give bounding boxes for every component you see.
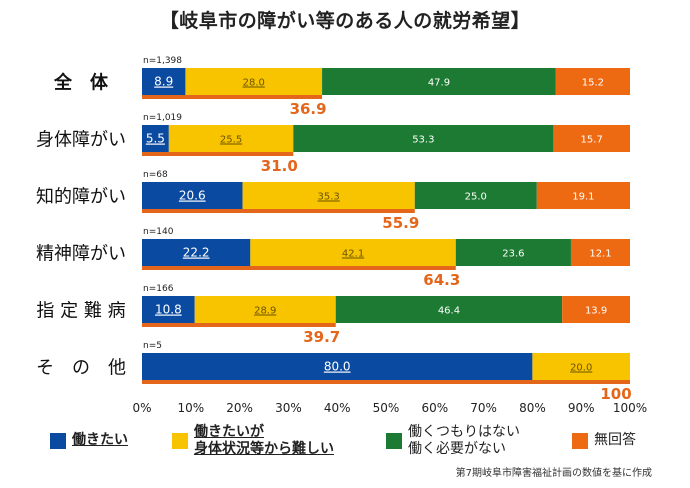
stacked-bar-chart: n=1,398 全 体 8.9 28.0 47.9 15.2 36.9 n=1,019 身体障が… bbox=[36, 56, 647, 415]
row-n-label: n=5 bbox=[143, 341, 162, 351]
bar-segment bbox=[250, 239, 456, 266]
sum-underline-bar bbox=[142, 209, 415, 213]
row-category-label: 精神障がい bbox=[36, 244, 126, 265]
sum-highlight-label: 36.9 bbox=[290, 100, 327, 118]
legend-item-not-intend: 働くつもりはない 働く必要がない bbox=[386, 424, 520, 458]
bar-segment bbox=[185, 68, 323, 95]
bar-segment bbox=[142, 239, 251, 266]
data-label: 22.2 bbox=[183, 246, 210, 260]
data-label: 15.2 bbox=[582, 78, 604, 89]
data-label: 20.0 bbox=[570, 363, 592, 374]
data-label: 15.7 bbox=[581, 135, 603, 146]
row-category-label: 全 体 bbox=[53, 72, 109, 94]
bar-segment bbox=[142, 353, 533, 380]
x-tick-label: 70% bbox=[470, 401, 497, 415]
row-n-label: n=166 bbox=[143, 284, 174, 294]
bar-segment bbox=[168, 125, 294, 152]
bar-segment bbox=[553, 125, 630, 152]
bar-segment bbox=[562, 296, 630, 323]
legend-item-want-to-work: 働きたい bbox=[50, 432, 128, 449]
data-label: 28.0 bbox=[243, 78, 265, 89]
data-label: 23.6 bbox=[502, 249, 524, 260]
legend-label-want-but-difficult-line2: 身体状況等から難しい bbox=[194, 441, 334, 457]
bar-segment bbox=[532, 353, 630, 380]
bar-segment bbox=[142, 296, 195, 323]
bar-segment bbox=[414, 182, 537, 209]
row-n-label: n=1,019 bbox=[143, 113, 182, 123]
legend-swatch-not-intend bbox=[386, 433, 402, 449]
legend-item-no-answer: 無回答 bbox=[572, 432, 636, 449]
legend-swatch-want-to-work bbox=[50, 432, 66, 449]
x-tick-label: 40% bbox=[324, 401, 351, 415]
sum-highlight-label: 55.9 bbox=[382, 214, 419, 232]
row-category-label: 指 定 難 病 bbox=[36, 301, 125, 322]
x-tick-label: 20% bbox=[226, 401, 253, 415]
x-tick-label: 10% bbox=[177, 401, 204, 415]
legend-swatch-want-but-difficult bbox=[172, 433, 188, 449]
data-label: 5.5 bbox=[146, 132, 165, 146]
data-label: 47.9 bbox=[428, 78, 450, 89]
row-n-label: n=68 bbox=[143, 170, 168, 180]
row-n-label: n=1,398 bbox=[143, 56, 182, 66]
legend-label-want-but-difficult-line1: 働きたいが bbox=[194, 424, 264, 440]
chart-title: 【岐阜市の障がい等のある人の就労希望】 bbox=[159, 10, 531, 32]
bar-segment bbox=[142, 125, 169, 152]
sum-underline-bar bbox=[142, 152, 294, 156]
row-category-label: 知的障がい bbox=[36, 187, 126, 208]
sum-underline-bar bbox=[142, 380, 630, 384]
x-tick-label: 30% bbox=[275, 401, 302, 415]
x-tick-label: 80% bbox=[519, 401, 546, 415]
row-category-label: そ の 他 bbox=[36, 358, 126, 379]
data-label: 42.1 bbox=[342, 249, 364, 260]
sum-highlight-label: 31.0 bbox=[261, 157, 298, 175]
data-label: 20.6 bbox=[179, 189, 206, 203]
x-tick-label: 60% bbox=[421, 401, 448, 415]
data-label: 35.3 bbox=[318, 192, 340, 203]
data-label: 80.0 bbox=[324, 360, 351, 374]
data-label: 46.4 bbox=[438, 306, 460, 317]
bar-segment bbox=[536, 182, 630, 209]
legend-label-no-answer: 無回答 bbox=[594, 432, 636, 448]
bar-segment bbox=[142, 68, 186, 95]
source-note: 第7期岐阜市障害福祉計画の数値を基に作成 bbox=[455, 468, 652, 479]
sum-underline-bar bbox=[142, 266, 456, 270]
sum-highlight-label: 100 bbox=[600, 385, 631, 403]
x-tick-label: 50% bbox=[373, 401, 400, 415]
bar-segment bbox=[194, 296, 336, 323]
x-tick-label: 100% bbox=[613, 401, 647, 415]
bar-segment bbox=[322, 68, 556, 95]
sum-underline-bar bbox=[142, 323, 336, 327]
legend-label-want-but-difficult: 働きたいが 身体状況等から難しい bbox=[194, 424, 334, 458]
sum-highlight-label: 39.7 bbox=[303, 328, 340, 346]
bar-segment bbox=[555, 68, 630, 95]
x-tick-label: 0% bbox=[132, 401, 151, 415]
bar-segment bbox=[335, 296, 563, 323]
data-label: 12.1 bbox=[589, 249, 611, 260]
row-category-label: 身体障がい bbox=[36, 130, 126, 151]
bar-segment bbox=[455, 239, 571, 266]
sum-highlight-label: 64.3 bbox=[423, 271, 460, 289]
data-label: 53.3 bbox=[412, 135, 434, 146]
data-label: 25.5 bbox=[220, 135, 242, 146]
legend-label-want-to-work: 働きたい bbox=[72, 432, 128, 448]
bar-segment bbox=[570, 239, 630, 266]
legend-swatch-no-answer bbox=[572, 432, 588, 449]
bar-segment bbox=[142, 182, 243, 209]
data-label: 13.9 bbox=[585, 306, 607, 317]
row-n-label: n=140 bbox=[143, 227, 174, 237]
legend-label-not-intend: 働くつもりはない 働く必要がない bbox=[408, 424, 520, 458]
data-label: 28.9 bbox=[254, 306, 276, 317]
x-tick-label: 90% bbox=[568, 401, 595, 415]
bar-segment bbox=[242, 182, 415, 209]
data-label: 10.8 bbox=[155, 303, 182, 317]
legend-label-not-intend-line1: 働くつもりはない bbox=[408, 424, 520, 440]
data-label: 25.0 bbox=[465, 192, 487, 203]
data-label: 8.9 bbox=[154, 75, 173, 89]
legend-item-want-but-difficult: 働きたいが 身体状況等から難しい bbox=[172, 424, 334, 458]
legend-label-not-intend-line2: 働く必要がない bbox=[408, 441, 506, 457]
bar-segment bbox=[293, 125, 554, 152]
data-label: 19.1 bbox=[572, 192, 594, 203]
sum-underline-bar bbox=[142, 95, 323, 99]
